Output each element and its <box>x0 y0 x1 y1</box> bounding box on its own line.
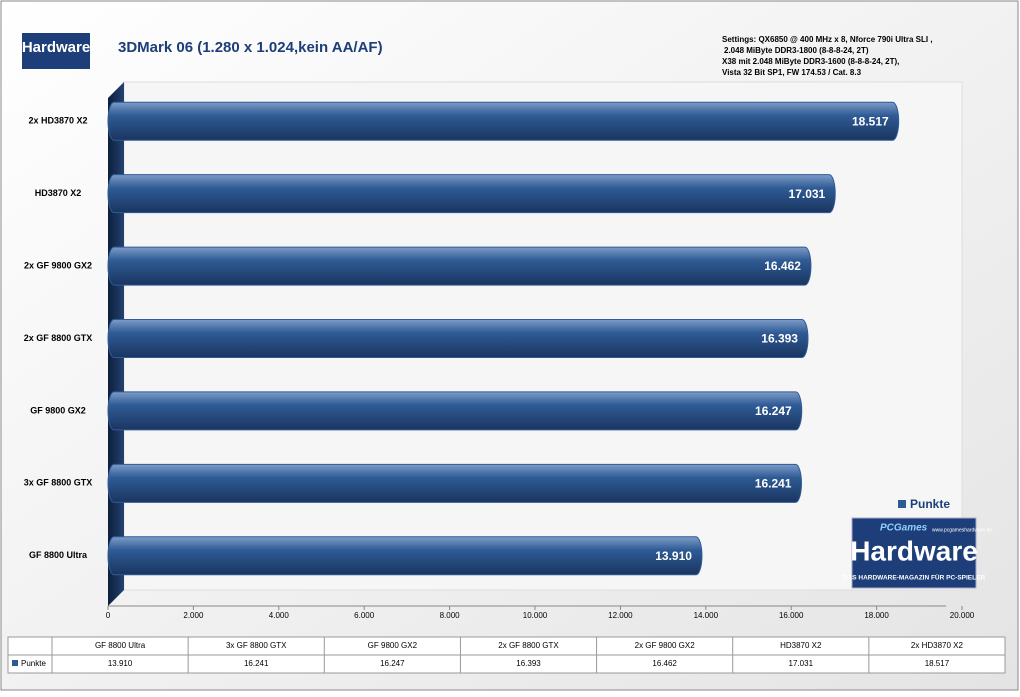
logo-name: Hardware <box>22 39 90 56</box>
x-tick-label: 12.000 <box>608 611 633 620</box>
value-label: 17.031 <box>789 187 826 201</box>
x-tick-label: 6.000 <box>354 611 375 620</box>
value-label: 16.393 <box>761 332 798 346</box>
x-tick-label: 0 <box>106 611 111 620</box>
logo-url: www.pcgameshardware.de <box>932 527 992 533</box>
logo-large: PCGames www.pcgameshardware.de Hardware … <box>843 517 992 589</box>
table-swatch <box>12 660 18 666</box>
settings-note: X38 mit 2.048 MiByte DDR3-1600 (8-8-8-24… <box>722 57 899 66</box>
y-tick-label: 3x GF 8800 GTX <box>24 478 93 488</box>
bar <box>107 246 812 286</box>
table-value: 18.517 <box>925 659 950 668</box>
logo-brand: PCGames <box>880 523 928 534</box>
y-tick-label: GF 9800 GX2 <box>30 405 86 415</box>
table-header: 2x GF 8800 GTX <box>498 641 559 650</box>
legend-label: Punkte <box>910 497 950 511</box>
table-value: 13.910 <box>108 659 133 668</box>
table-header: HD3870 X2 <box>780 641 822 650</box>
y-tick-label: 2x GF 8800 GTX <box>24 333 93 343</box>
table-value: 17.031 <box>789 659 814 668</box>
x-tick-label: 10.000 <box>523 611 548 620</box>
x-tick-label: 4.000 <box>269 611 290 620</box>
chart-title: 3DMark 06 (1.280 x 1.024,kein AA/AF) <box>118 39 383 56</box>
x-tick-label: 16.000 <box>779 611 804 620</box>
logo-box <box>22 33 90 69</box>
y-tick-label: HD3870 X2 <box>35 188 82 198</box>
table-value: 16.241 <box>244 659 269 668</box>
y-tick-label: GF 8800 Ultra <box>29 550 88 560</box>
settings-note: Vista 32 Bit SP1, FW 174.53 / Cat. 8.3 <box>722 68 862 77</box>
x-tick-label: 20.000 <box>950 611 975 620</box>
table-header: GF 9800 GX2 <box>368 641 418 650</box>
table-value: 16.462 <box>652 659 677 668</box>
logo-small: Hardware <box>22 33 90 69</box>
logo-name: Hardware <box>850 535 978 566</box>
x-tick-label: 8.000 <box>440 611 461 620</box>
bar <box>107 319 809 358</box>
settings-note: 2.048 MiByte DDR3-1800 (8-8-8-24, 2T) <box>724 46 869 55</box>
x-tick-label: 2.000 <box>183 611 204 620</box>
table-header: 2x HD3870 X2 <box>911 641 964 650</box>
value-label: 18.517 <box>852 114 889 128</box>
value-label: 16.247 <box>755 404 792 418</box>
y-tick-label: 2x HD3870 X2 <box>28 116 87 126</box>
data-table: Punkte <box>7 636 1006 674</box>
bar <box>107 174 836 214</box>
table-header: GF 8800 Ultra <box>95 641 146 650</box>
value-label: 16.241 <box>755 477 792 491</box>
value-label: 16.462 <box>764 259 801 273</box>
y-tick-label: 2x GF 9800 GX2 <box>24 260 92 270</box>
settings-note: Settings: QX6850 @ 400 MHz x 8, Nforce 7… <box>722 35 933 44</box>
legend-swatch <box>898 500 906 508</box>
x-tick-label: 14.000 <box>694 611 719 620</box>
logo-box <box>851 517 977 589</box>
table-header: 3x GF 8800 GTX <box>226 641 287 650</box>
table-header: 2x GF 9800 GX2 <box>635 641 696 650</box>
table-value: 16.393 <box>516 659 541 668</box>
bar <box>107 536 703 576</box>
value-label: 13.910 <box>655 549 692 563</box>
x-tick-label: 18.000 <box>864 611 889 620</box>
logo-tagline: DAS HARDWARE-MAGAZIN FÜR PC-SPIELER <box>843 573 986 582</box>
bar <box>107 463 802 503</box>
bar <box>107 391 803 431</box>
bar <box>107 101 900 141</box>
table-series-label: Punkte <box>21 659 46 668</box>
table-value: 16.247 <box>380 659 405 668</box>
